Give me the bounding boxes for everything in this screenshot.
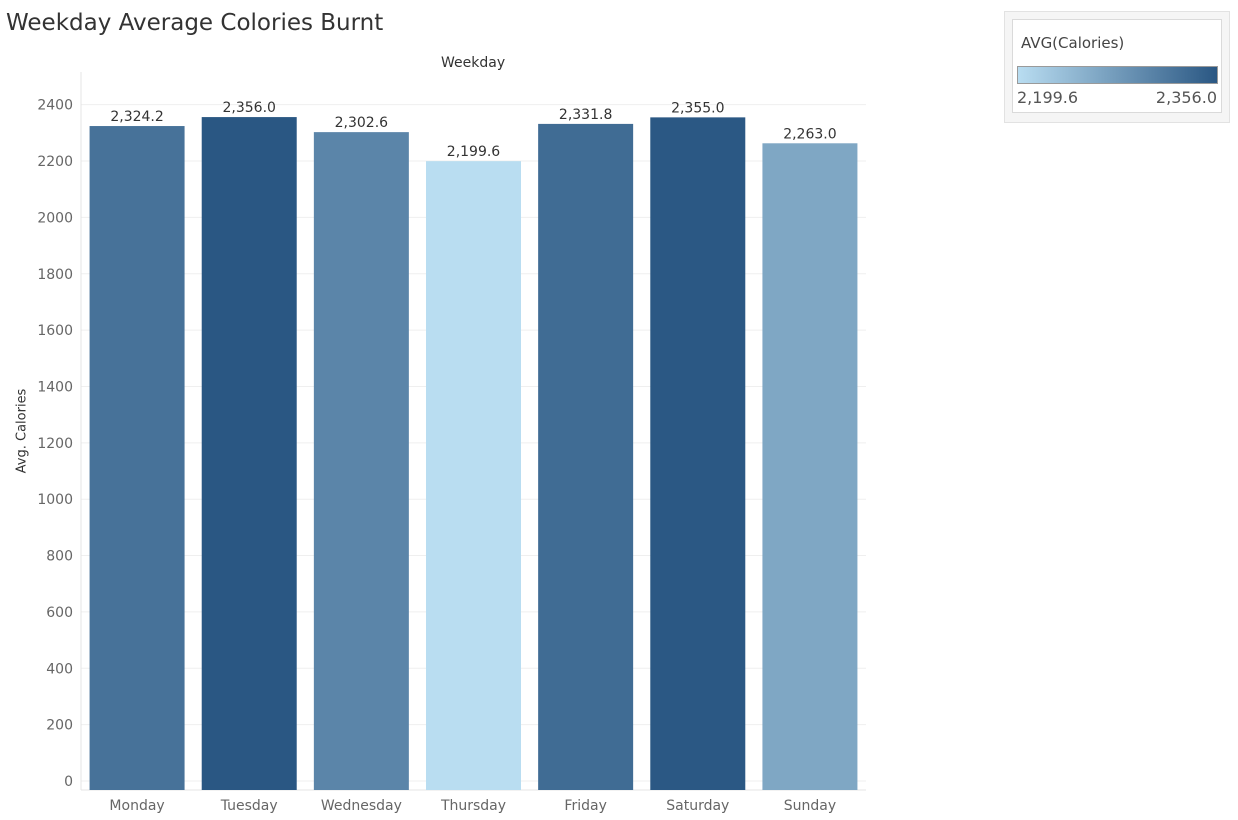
x-tick-label: Wednesday (321, 798, 402, 814)
chart-title: Weekday Average Colories Burnt (6, 10, 384, 36)
data-labels: 2,324.2 2,356.0 2,302.6 2,199.6 2,331.8 2,355… (110, 100, 836, 160)
bar-friday[interactable] (538, 123, 634, 791)
y-axis: 0 200 400 600 800 1000 1200 1400 1600 1800 2000 220… (37, 72, 866, 791)
data-label: 2,263.0 (783, 126, 836, 142)
y-tick-label: 1000 (37, 492, 73, 508)
y-tick-label: 2400 (37, 98, 73, 114)
bar-thursday[interactable] (426, 161, 521, 791)
data-label: 2,331.8 (559, 107, 612, 123)
data-label: 2,302.6 (335, 115, 389, 131)
bar-monday[interactable] (89, 126, 185, 790)
y-tick-label: 200 (46, 718, 73, 734)
bar-sunday[interactable] (762, 143, 858, 790)
x-tick-label: Saturday (666, 798, 729, 814)
x-tick-label: Sunday (784, 798, 836, 814)
color-legend-max: 2,356.0 (1155, 88, 1217, 107)
y-tick-label: 1800 (37, 267, 73, 283)
color-legend-title: AVG(Calories) (1021, 34, 1125, 52)
x-tick-label: Friday (564, 798, 606, 814)
y-tick-label: 400 (46, 661, 73, 677)
x-tick-label: Monday (109, 798, 164, 814)
x-tick-label: Tuesday (220, 798, 278, 814)
y-tick-label: 1200 (37, 436, 73, 452)
color-legend[interactable]: AVG(Calories) 2,199.6 2,356.0 (1004, 11, 1230, 123)
color-legend-min: 2,199.6 (1017, 88, 1079, 107)
data-label: 2,199.6 (447, 144, 501, 160)
y-tick-label: 800 (46, 549, 73, 565)
y-tick-label: 1400 (37, 379, 73, 395)
y-tick-label: 2200 (37, 154, 73, 170)
bar-wednesday[interactable] (313, 132, 409, 790)
data-label: 2,355.0 (671, 100, 724, 116)
column-header: Weekday (441, 55, 506, 71)
bar-saturday[interactable] (650, 117, 746, 790)
x-tick-label: Thursday (440, 798, 506, 814)
bar-chart: 0 200 400 600 800 1000 1200 1400 1600 1800 2000 220… (37, 72, 866, 814)
x-axis: Monday Tuesday Wednesday Thursday Friday Satu… (109, 798, 836, 814)
bar-tuesday[interactable] (201, 117, 297, 790)
color-ramp (1017, 66, 1218, 84)
y-tick-label: 600 (46, 605, 73, 621)
color-legend-body: AVG(Calories) 2,199.6 2,356.0 (1012, 19, 1222, 113)
bars (89, 117, 858, 791)
y-tick-label: 0 (64, 774, 73, 790)
y-tick-label: 1600 (37, 323, 73, 339)
data-label: 2,356.0 (222, 100, 275, 116)
y-tick-label: 2000 (37, 210, 73, 226)
data-label: 2,324.2 (110, 109, 163, 125)
